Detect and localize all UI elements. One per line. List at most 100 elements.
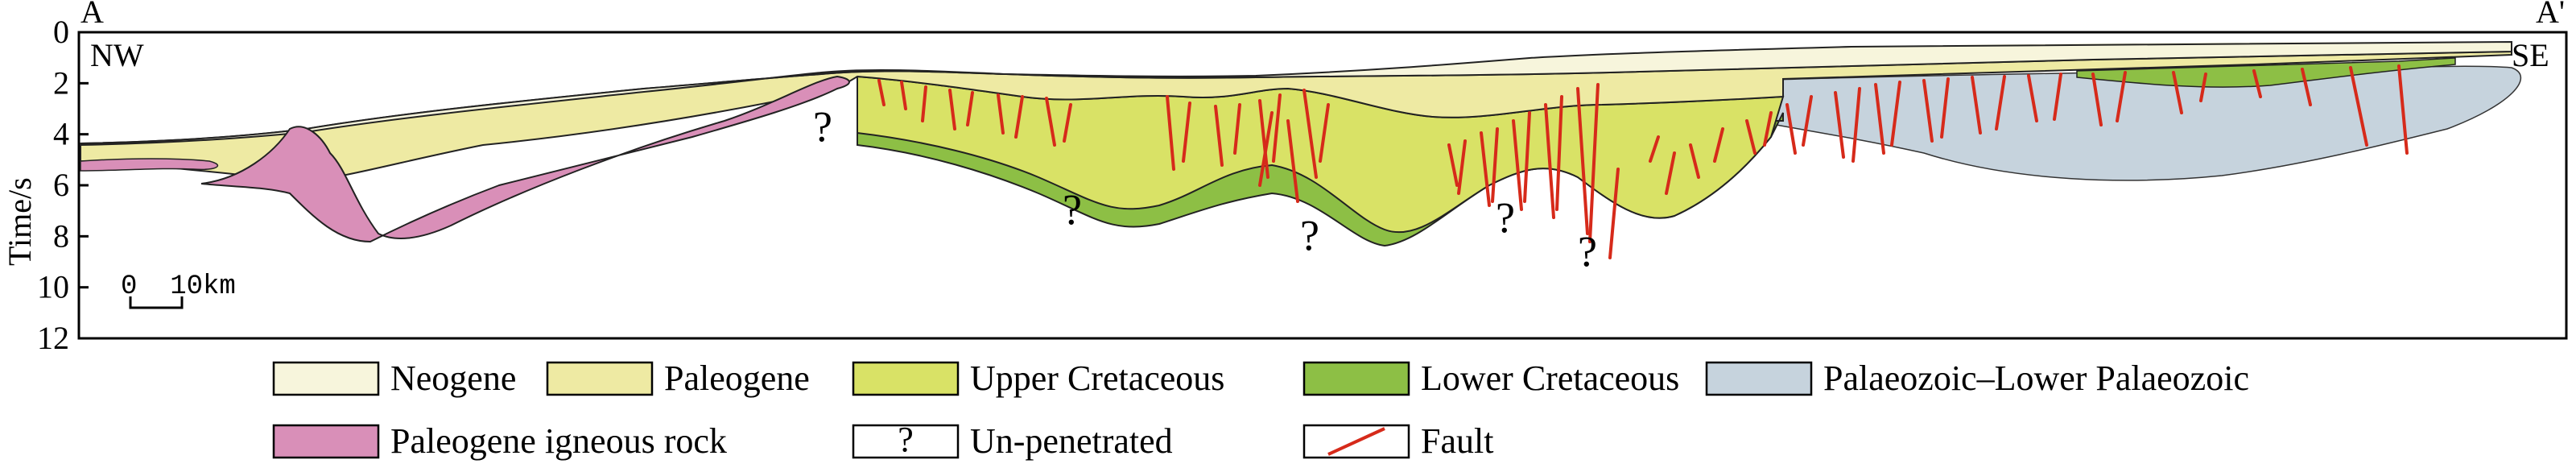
- fault: [1665, 151, 1676, 195]
- fault: [1166, 95, 1175, 171]
- legend-item-neogene: Neogene: [272, 358, 516, 398]
- fault: [1745, 119, 1757, 155]
- fault: [1689, 143, 1700, 179]
- legend-swatch: [272, 424, 380, 459]
- fault: [1852, 87, 1861, 163]
- fault-lines: [877, 64, 2409, 259]
- fault: [948, 89, 956, 130]
- legend-swatch: [272, 361, 380, 396]
- fault: [1182, 102, 1191, 163]
- unpenetrated-mark: ?: [1063, 185, 1082, 234]
- legend-item-igneous: Paleogene igneous rock: [272, 421, 727, 461]
- fault: [1045, 97, 1056, 147]
- fault: [877, 79, 886, 106]
- fault: [1233, 103, 1241, 155]
- legend-label: Paleogene: [664, 358, 810, 398]
- legend-item-unpenetrated: ? Un-penetrated: [852, 420, 1173, 461]
- unpenetrated-mark: ?: [1578, 227, 1597, 276]
- axis-label: Time/s: [2, 177, 38, 266]
- fault: [1063, 103, 1072, 143]
- fault: [2091, 72, 2103, 126]
- igneous-rock-unit: [200, 75, 850, 243]
- legend-fault-symbol: [1327, 427, 1385, 456]
- legend: Neogene Paleogene Upper Cretaceous Lower Cr…: [272, 358, 2249, 461]
- fault: [1286, 119, 1299, 203]
- fault: [1258, 99, 1269, 179]
- fault: [1713, 127, 1724, 163]
- fault: [1785, 103, 1797, 155]
- legend-swatch: [852, 424, 960, 459]
- legend-label: Upper Cretaceous: [970, 358, 1224, 398]
- axis-tick-label: 6: [53, 167, 69, 203]
- legend-item-palaeozoic: Palaeozoic–Lower Palaeozoic: [1705, 358, 2249, 398]
- legend-label: Fault: [1421, 421, 1493, 461]
- legend-question-symbol: ?: [898, 420, 914, 459]
- fault: [1763, 111, 1773, 147]
- fault: [1512, 119, 1523, 211]
- fault: [1544, 103, 1555, 219]
- time-axis: 0 2 4 6 8 10 12: [37, 14, 89, 356]
- unpenetrated-mark: ?: [1496, 193, 1515, 242]
- direction-se-label: SE: [2512, 37, 2549, 73]
- legend-item-lower_cretaceous: Lower Cretaceous: [1302, 358, 1679, 398]
- legend-swatch: [1302, 361, 1410, 396]
- legend-label: Neogene: [390, 358, 516, 398]
- fault: [1834, 91, 1845, 159]
- legend-label: Palaeozoic–Lower Palaeozoic: [1823, 358, 2249, 398]
- fault: [1447, 143, 1459, 187]
- cross-section: [80, 40, 2522, 259]
- fault: [1995, 75, 2006, 130]
- igneous-rock-small: [80, 158, 219, 172]
- neogene-unit: [80, 40, 2512, 147]
- direction-nw-label: NW: [90, 37, 144, 73]
- fault: [1319, 103, 1330, 163]
- axis-tick-label: 0: [53, 14, 69, 50]
- fault: [1922, 79, 1934, 143]
- axis-tick-label: 8: [53, 218, 69, 254]
- fault: [2172, 71, 2183, 114]
- fault: [1523, 111, 1531, 203]
- fault: [1890, 81, 1901, 147]
- fault: [2027, 74, 2038, 122]
- legend-label: Lower Cretaceous: [1421, 358, 1679, 398]
- fault: [997, 93, 1005, 135]
- fault: [1491, 127, 1499, 203]
- axis-tick-label: 4: [53, 116, 69, 152]
- fault: [2301, 68, 2312, 106]
- fault: [1608, 168, 1620, 259]
- fault: [1214, 105, 1224, 167]
- fault: [1014, 95, 1024, 139]
- legend-swatch: [1705, 361, 1813, 396]
- fault: [1940, 77, 1950, 139]
- fault: [1802, 95, 1813, 147]
- legend-item-upper_cretaceous: Upper Cretaceous: [852, 358, 1224, 398]
- axis-tick-label: 2: [53, 64, 69, 101]
- axis-tick-label: 10: [37, 269, 69, 305]
- fault: [1457, 139, 1467, 195]
- axis-tick-label: 12: [37, 320, 69, 356]
- legend-item-paleogene: Paleogene: [546, 358, 810, 398]
- unpenetrated-mark: ?: [813, 102, 832, 151]
- fault: [1971, 76, 1982, 135]
- fault: [2252, 69, 2262, 98]
- fault: [921, 85, 927, 122]
- profile-end-label: A': [2536, 0, 2565, 30]
- fault: [1649, 135, 1660, 163]
- fault: [1555, 95, 1563, 211]
- fault: [1302, 89, 1318, 179]
- legend-swatch: [546, 361, 654, 396]
- fault: [966, 91, 974, 126]
- fault: [1272, 93, 1282, 163]
- scale-bar: 0 10km: [121, 271, 236, 309]
- fault: [900, 81, 907, 110]
- fault: [2397, 64, 2409, 155]
- legend-item-fault: Fault: [1302, 421, 1493, 461]
- legend-swatch: [852, 361, 960, 396]
- legend-label: Paleogene igneous rock: [390, 421, 727, 461]
- unpenetrated-mark: ?: [1300, 211, 1319, 259]
- fault: [1258, 111, 1274, 187]
- fault: [2053, 72, 2062, 121]
- fault: [2349, 66, 2368, 147]
- fault: [2199, 72, 2207, 102]
